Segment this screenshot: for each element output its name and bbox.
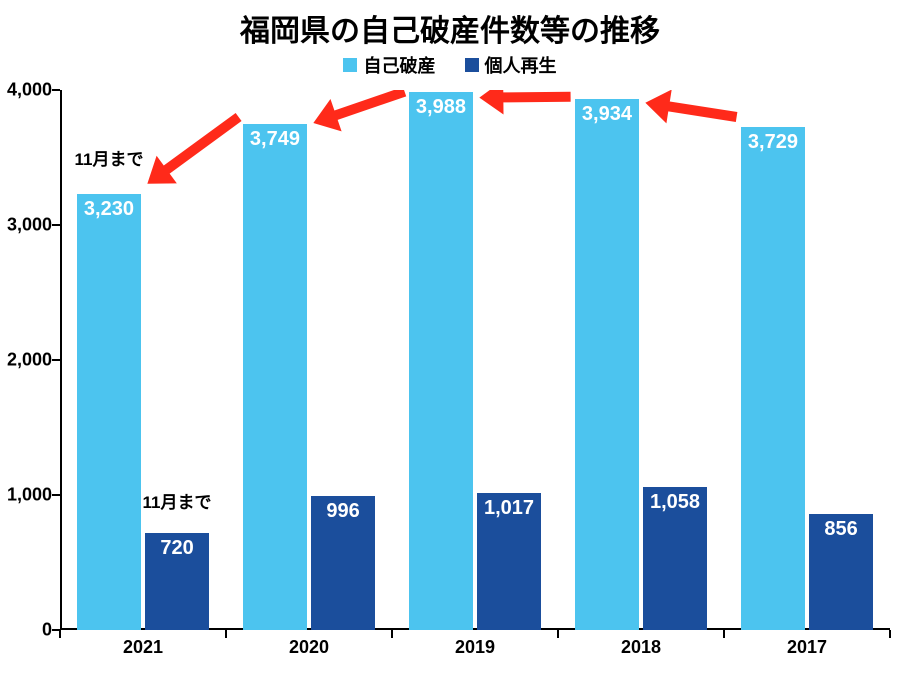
bar-series1: 3,230 xyxy=(77,194,142,630)
x-category-label: 2019 xyxy=(455,637,495,658)
bar-value-label: 3,230 xyxy=(77,198,142,221)
annotation: 11月まで xyxy=(74,145,143,170)
arrow-icon xyxy=(313,90,406,131)
legend-item-series1: 自己破産 xyxy=(343,52,435,78)
bar-value-label: 720 xyxy=(125,537,230,560)
x-tick xyxy=(59,630,61,638)
x-category-label: 2020 xyxy=(289,637,329,658)
x-tick xyxy=(225,630,227,638)
bar-series2: 1,058 xyxy=(643,487,708,630)
y-tick-label: 4,000 xyxy=(7,80,52,101)
y-tick xyxy=(52,359,60,361)
x-tick xyxy=(557,630,559,638)
legend-swatch-series2 xyxy=(465,58,479,72)
legend-label-series2: 個人再生 xyxy=(485,52,557,78)
bar-series1: 3,749 xyxy=(243,124,308,630)
y-tick-label: 1,000 xyxy=(7,485,52,506)
bar-value-label: 1,017 xyxy=(457,497,562,520)
y-tick-label: 0 xyxy=(42,620,52,641)
x-tick xyxy=(723,630,725,638)
y-tick xyxy=(52,89,60,91)
y-tick-label: 3,000 xyxy=(7,215,52,236)
x-tick xyxy=(391,630,393,638)
bar-value-label: 996 xyxy=(291,500,396,523)
bar-series2: 1,017 xyxy=(477,493,542,630)
arrow-icon xyxy=(479,90,570,115)
annotation: 11月まで xyxy=(143,488,212,513)
legend: 自己破産 個人再生 xyxy=(0,50,900,82)
bar-series2: 720 xyxy=(145,533,210,630)
bar-series1: 3,934 xyxy=(575,99,640,630)
bar-value-label: 3,988 xyxy=(409,96,474,119)
bar-value-label: 3,749 xyxy=(243,128,308,151)
legend-swatch-series1 xyxy=(343,58,357,72)
y-tick-label: 2,000 xyxy=(7,350,52,371)
bar-value-label: 856 xyxy=(789,518,894,541)
bar-value-label: 1,058 xyxy=(623,491,728,514)
bar-series2: 856 xyxy=(809,514,874,630)
x-category-label: 2017 xyxy=(787,637,827,658)
legend-item-series2: 個人再生 xyxy=(465,52,557,78)
y-tick xyxy=(52,224,60,226)
arrow-icon xyxy=(147,113,241,184)
bar-value-label: 3,729 xyxy=(741,131,806,154)
chart-title: 福岡県の自己破産件数等の推移 xyxy=(0,0,900,50)
y-tick xyxy=(52,494,60,496)
x-category-label: 2018 xyxy=(621,637,661,658)
bar-value-label: 3,934 xyxy=(575,103,640,126)
legend-label-series1: 自己破産 xyxy=(363,52,435,78)
x-category-label: 2021 xyxy=(123,637,163,658)
bar-chart: 01,0002,0003,0004,0002021202020192018201… xyxy=(60,90,890,630)
arrow-icon xyxy=(645,90,737,123)
bar-series2: 996 xyxy=(311,496,376,630)
y-axis xyxy=(60,90,62,630)
bar-series1: 3,988 xyxy=(409,92,474,630)
x-tick xyxy=(889,630,891,638)
bar-series1: 3,729 xyxy=(741,127,806,630)
